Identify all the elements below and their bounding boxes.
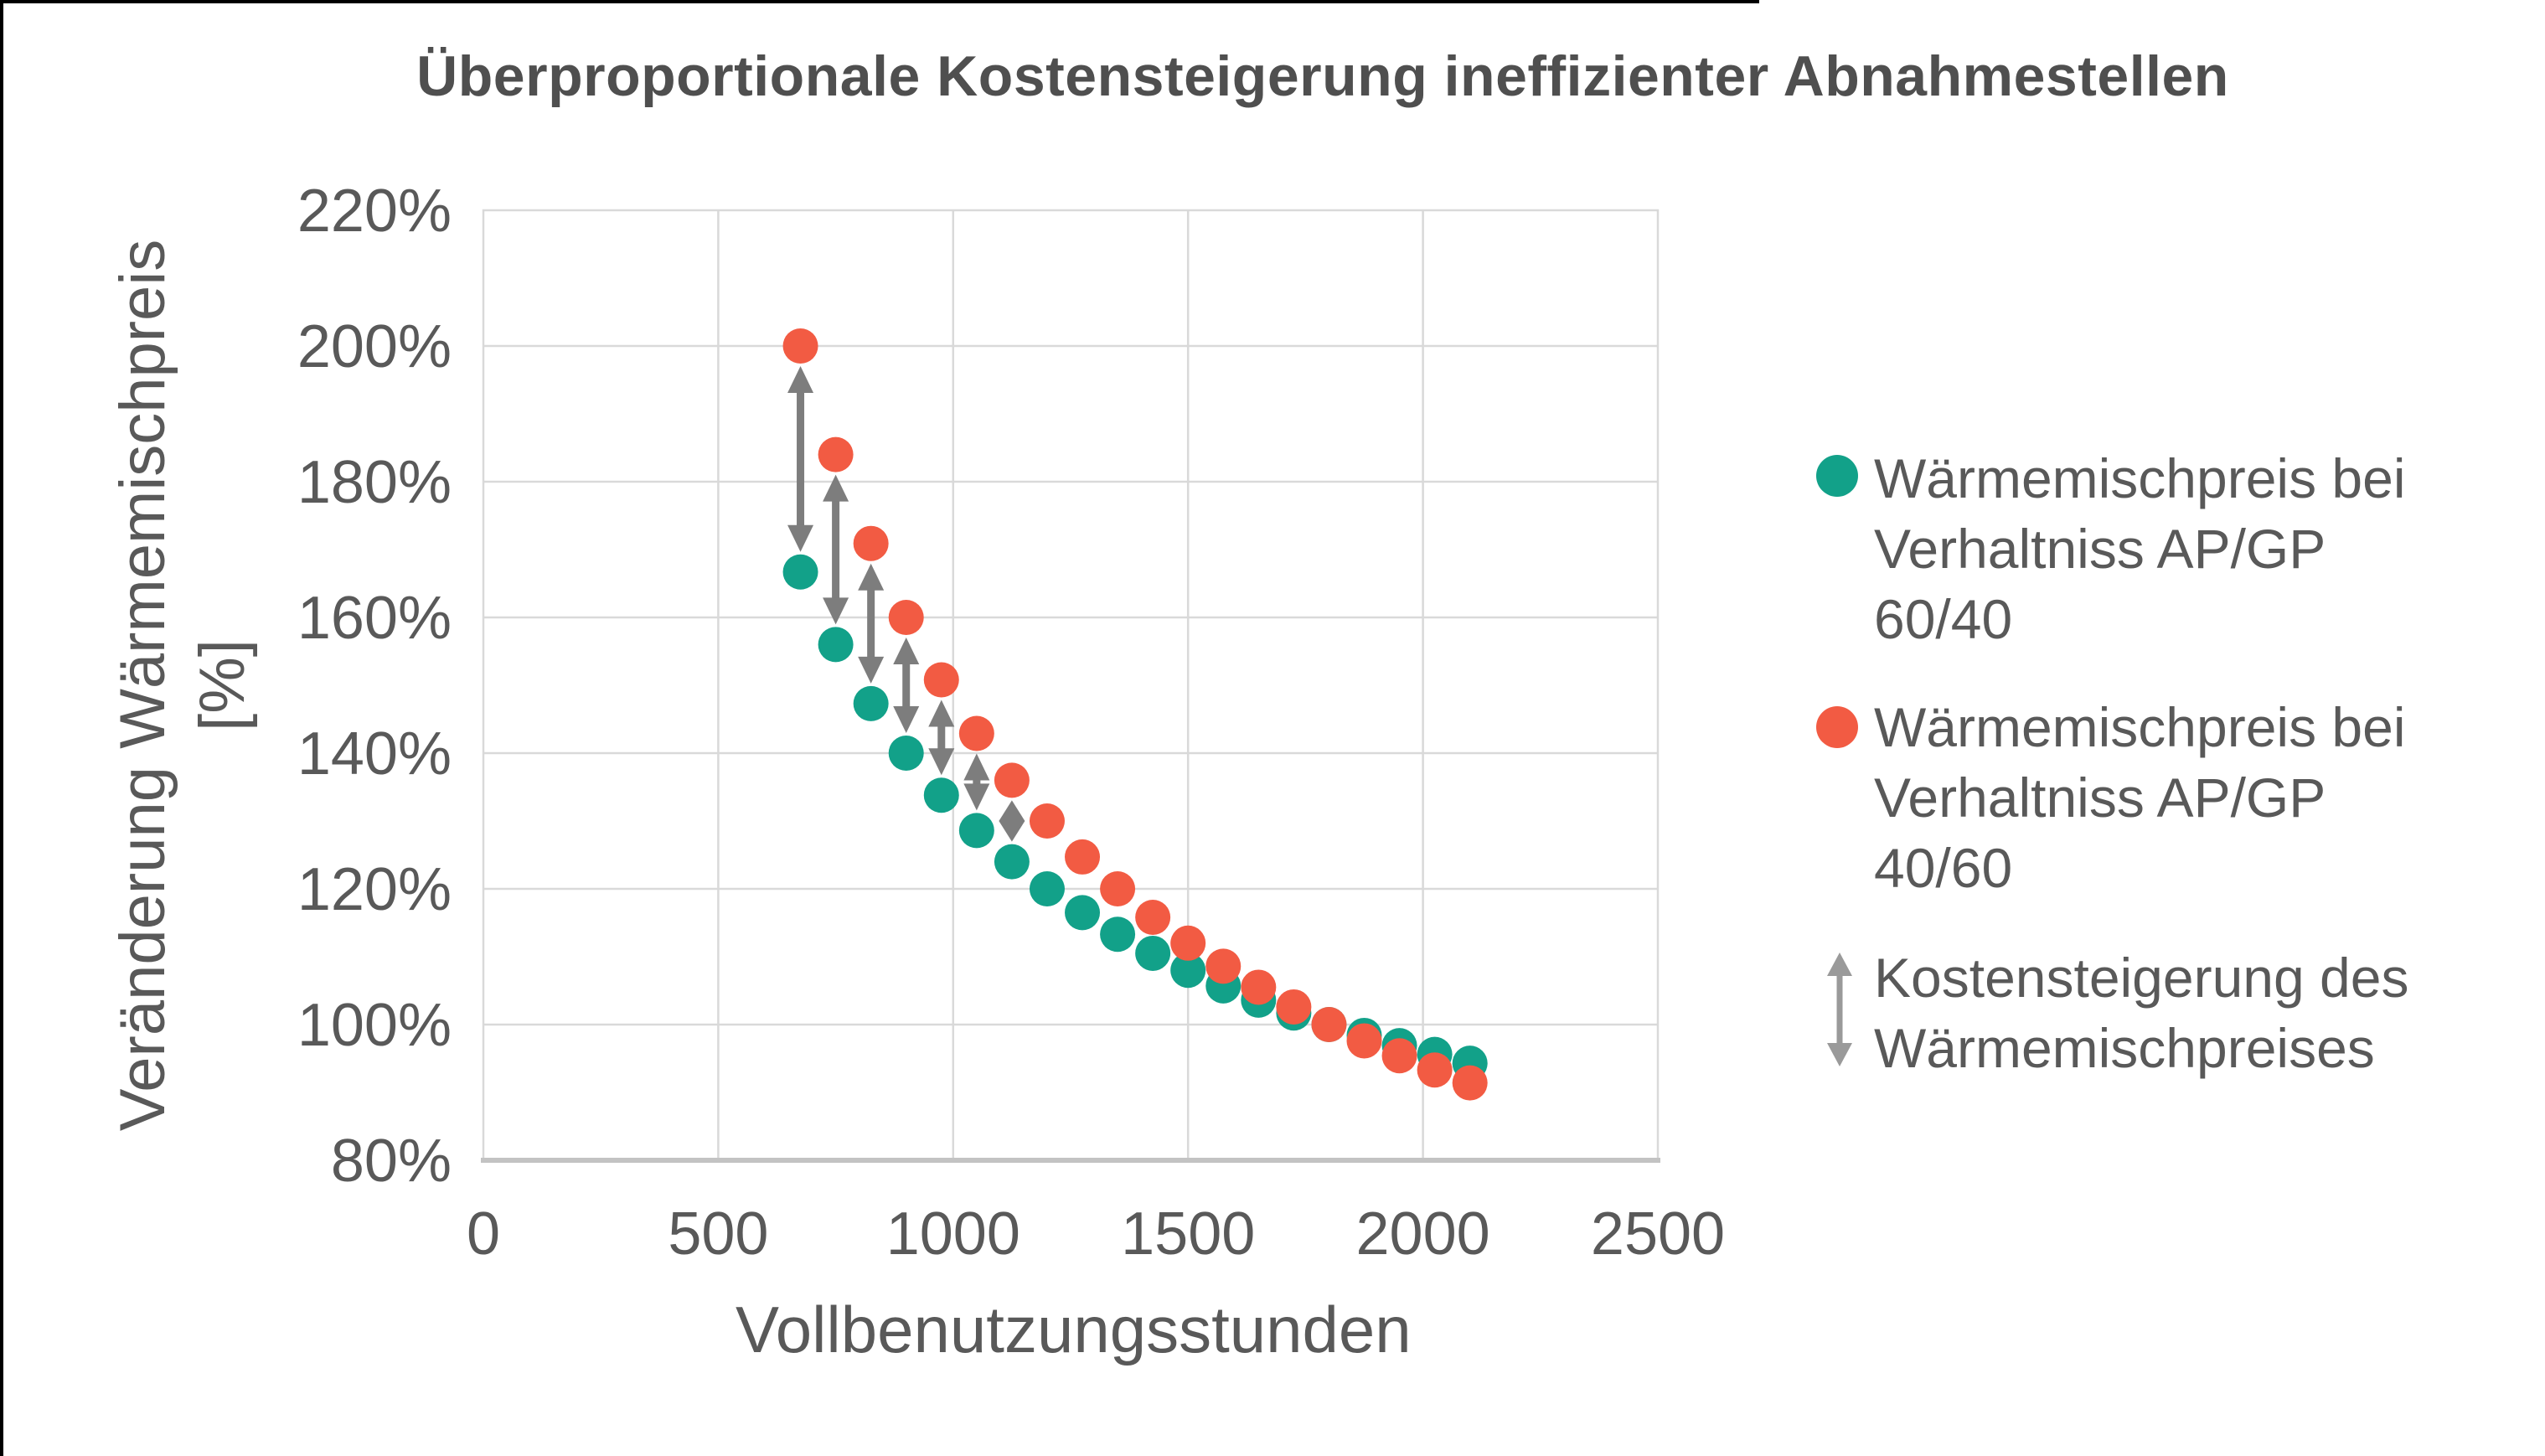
y-tick-label: 120%: [297, 856, 452, 923]
x-tick-label: 1500: [1121, 1200, 1255, 1268]
series-40-60-point: [1170, 925, 1206, 961]
legend-label-series-60-40: Wärmemischpreis bei Verhaltniss AP/GP 60…: [1874, 447, 2406, 650]
arrow-down-head-icon: [928, 748, 955, 776]
y-tick-label: 200%: [297, 313, 452, 380]
series-60-40-point: [1100, 916, 1136, 953]
y-tick-label: 180%: [297, 449, 452, 516]
x-tick-label: 2500: [1591, 1200, 1725, 1268]
double-arrow-icon: [1827, 953, 1852, 1066]
arrow-up-head-icon: [858, 563, 885, 591]
series-40-60-point: [853, 525, 889, 561]
arrow-down-head-icon: [787, 524, 814, 552]
series-60-40-point: [1170, 953, 1206, 989]
legend-marker-red-dot-icon: [1816, 706, 1858, 748]
page-top-border: [0, 0, 1759, 3]
x-axis-title: Vollbenutzungsstunden: [736, 1293, 1412, 1366]
arrow-up-head-icon: [787, 366, 814, 393]
series-40-60-point: [1381, 1038, 1417, 1074]
series-40-60-point: [994, 762, 1030, 798]
series-40-60-point: [1311, 1007, 1347, 1042]
y-tick-label: 220%: [297, 178, 452, 245]
series-60-40-point: [782, 554, 818, 590]
legend-label-series-40-60: Wärmemischpreis bei Verhaltniss AP/GP 40…: [1874, 696, 2406, 899]
series-40-60-point: [923, 662, 959, 698]
arrow-up-head-icon: [893, 638, 920, 664]
series-40-60-point: [1029, 803, 1065, 839]
series-60-40-point: [994, 844, 1030, 880]
arrow-up-head-icon: [963, 753, 990, 781]
page-left-border: [0, 0, 3, 1456]
arrow-down-head-icon: [999, 821, 1025, 842]
series-60-40-point: [1135, 935, 1171, 971]
arrow-down-head-icon: [858, 656, 885, 684]
series-40-60-point: [1276, 989, 1312, 1025]
x-tick-label: 1000: [886, 1200, 1020, 1268]
arrow-down-head-icon: [963, 783, 990, 811]
arrow-down-head-icon: [823, 597, 849, 625]
legend-label-cost-increase: Kostensteigerung des Wärmemischpreises: [1874, 947, 2409, 1079]
arrow-up-head-icon: [999, 800, 1025, 821]
y-tick-label: 140%: [297, 720, 452, 787]
y-tick-label: 100%: [297, 992, 452, 1059]
x-tick-label: 0: [467, 1200, 500, 1268]
series-40-60-point: [1065, 839, 1101, 875]
legend-marker-green-dot-icon: [1816, 455, 1858, 497]
x-tick-label: 2000: [1356, 1200, 1490, 1268]
y-tick-label: 80%: [331, 1128, 452, 1195]
series-40-60-point: [1100, 871, 1136, 906]
series-40-60-point: [1205, 948, 1242, 984]
series-40-60-point: [1417, 1052, 1453, 1088]
series-60-40-point: [1065, 895, 1101, 931]
series-40-60-point: [782, 328, 818, 364]
y-tick-label: 160%: [297, 585, 452, 652]
series-60-40-point: [1029, 871, 1065, 906]
series-40-60-point: [1346, 1023, 1382, 1059]
series-40-60-point: [958, 715, 994, 751]
series-60-40-point: [958, 813, 994, 849]
series-60-40-point: [853, 685, 889, 721]
x-tick-label: 500: [668, 1200, 768, 1268]
series-40-60-point: [1241, 969, 1277, 1005]
plot-border: [482, 209, 1660, 1162]
chart-title: Überproportionale Kostensteigerung ineff…: [416, 44, 2229, 108]
arrow-up-head-icon: [823, 474, 849, 502]
series-60-40-point: [923, 777, 959, 813]
series-60-40-point: [818, 627, 854, 663]
arrow-down-head-icon: [893, 706, 920, 733]
series-40-60-point: [888, 600, 924, 635]
series-40-60-point: [1135, 900, 1171, 936]
series-60-40-point: [888, 736, 924, 771]
series-40-60-point: [818, 436, 854, 472]
series-40-60-point: [1452, 1065, 1488, 1101]
arrow-up-head-icon: [928, 700, 955, 727]
